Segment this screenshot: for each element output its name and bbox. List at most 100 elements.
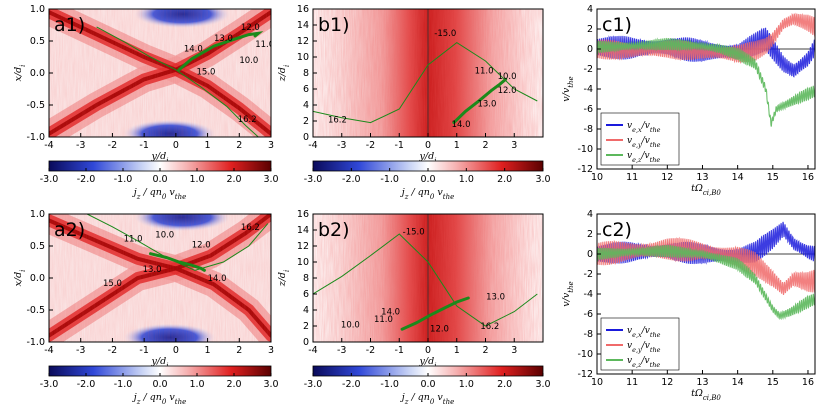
electron-trajectory (452, 77, 508, 125)
colorbar-tick-label: -1.0 (380, 379, 399, 390)
electron-trajectory (400, 296, 470, 331)
electron-trajectory (149, 252, 206, 272)
time-annotation: 13.0 (143, 265, 162, 275)
colorbar: -3.0 -2.0 -1.0 0.0 1.0 2.0 3.0 jz / qn0 vthe (40, 365, 279, 406)
x-tick-label: 12 (661, 377, 673, 388)
y-axis-label: v/vthe (561, 76, 575, 101)
time-annotation: 15.0 (197, 68, 216, 78)
colorbar-tick-label: -3.0 (40, 174, 59, 185)
colorbar-tick-label: -3.0 (304, 379, 323, 390)
panel-label: a1) (54, 14, 85, 36)
separatrix-line (96, 26, 259, 137)
time-annotation: 10.0 (239, 56, 258, 66)
y-tick-label: 1.0 (30, 209, 45, 220)
y-tick-label: 0 (303, 337, 309, 348)
colorbar-label: jz / qn0 vthe (132, 187, 186, 201)
x-tick-label: 2 (482, 140, 488, 151)
y-tick-label: 0 (303, 132, 309, 143)
separatrix-line (313, 233, 538, 327)
x-tick-label: 14 (732, 172, 744, 183)
y-tick-label: 12 (297, 241, 309, 252)
legend-label: ve,z/vthe (627, 151, 660, 164)
x-tick-label: 0 (425, 140, 431, 151)
y-tick-label: -1.0 (26, 132, 45, 143)
y-axis-label: z/di (277, 65, 291, 83)
time-annotation: 16.2 (238, 115, 257, 125)
x-tick-label: 3 (268, 140, 274, 151)
y-tick-label: -6 (584, 309, 593, 320)
x-tick-label: 11 (626, 172, 638, 183)
y-tick-label: 0.0 (30, 273, 45, 284)
colorbar-tick-label: 0.0 (420, 379, 435, 390)
colorbar-tick-label: -1.0 (114, 379, 133, 390)
colorbar-tick-label: 0.0 (152, 379, 167, 390)
y-tick-label: 14 (297, 225, 309, 236)
x-tick-label: 3 (511, 140, 517, 151)
electron-trajectory (177, 31, 264, 72)
plot-area: 10.0 11.0 12.0 13.0 14.0 15.0 16.2 (49, 214, 271, 342)
y-tick-label: 0.0 (30, 68, 45, 79)
x-tick-label: -3 (76, 140, 85, 151)
panel-label: c1) (602, 14, 632, 36)
x-tick-label: 11 (626, 377, 638, 388)
colorbar-tick-label: 0.0 (152, 174, 167, 185)
colorbar-tick-label: -2.0 (77, 379, 96, 390)
colorbar-tick-label: 3.0 (263, 174, 278, 185)
colorbar-label: jz / qn0 vthe (400, 392, 454, 406)
legend-label: ve,x/vthe (627, 121, 661, 134)
x-tick-label: 13 (696, 377, 708, 388)
colorbar: -3.0 -2.0 -1.0 0.0 1.0 2.0 3.0 jz / qn0 vthe (304, 365, 551, 406)
x-tick-label: 10 (591, 377, 603, 388)
series-line-2 (597, 236, 815, 295)
panel-label: b2) (318, 219, 350, 241)
colorbar-tick-label: 1.0 (189, 174, 204, 185)
legend-label: ve,x/vthe (627, 326, 661, 339)
y-tick-label: -4 (584, 84, 593, 95)
y-tick-label: -10 (577, 144, 593, 155)
x-tick-label: -2 (108, 140, 117, 151)
x-tick-label: 3 (511, 345, 517, 356)
colorbar-tick-label: -1.0 (380, 174, 399, 185)
y-tick-label: -8 (584, 329, 593, 340)
x-tick-label: -3 (337, 345, 346, 356)
time-annotation: -15.0 (434, 29, 456, 39)
colorbar-tick-label: 3.0 (535, 174, 550, 185)
time-annotation: 10.0 (498, 72, 517, 82)
x-tick-label: 1 (454, 345, 460, 356)
time-annotation: 11.0 (374, 315, 393, 325)
colorbar: -3.0 -2.0 -1.0 0.0 1.0 2.0 3.0 jz / qn0 vthe (40, 160, 279, 201)
x-tick-label: 13 (696, 172, 708, 183)
panel-a2: 10.0 11.0 12.0 13.0 14.0 15.0 16.2 -4 -3 -2 -1 0 1 2 3… (13, 209, 279, 406)
x-tick-label: -4 (308, 345, 317, 356)
x-tick-label: -4 (44, 345, 53, 356)
y-tick-label: 14 (297, 20, 309, 31)
y-tick-label: 10 (297, 257, 309, 268)
x-tick-label: 15 (767, 377, 779, 388)
colorbar-label: jz / qn0 vthe (400, 187, 454, 201)
colorbar-tick-label: -2.0 (342, 379, 361, 390)
y-tick-label: -8 (584, 124, 593, 135)
colorbar-tick-label: 0.0 (420, 174, 435, 185)
x-tick-label: -2 (366, 345, 375, 356)
colorbar-tick-label: 1.0 (189, 379, 204, 390)
time-annotation: 13.0 (477, 99, 496, 109)
colorbar-tick-label: -1.0 (114, 174, 133, 185)
y-tick-label: 6 (303, 289, 309, 300)
y-tick-label: -10 (577, 349, 593, 360)
x-tick-label: 0 (425, 345, 431, 356)
x-tick-label: 1 (205, 345, 211, 356)
x-tick-label: 2 (236, 345, 242, 356)
colorbar-tick-label: -3.0 (40, 379, 59, 390)
y-tick-label: 0.5 (30, 241, 45, 252)
x-tick-label: 14 (732, 377, 744, 388)
x-tick-label: 3 (268, 345, 274, 356)
panel-label: c2) (602, 219, 632, 241)
y-tick-label: -4 (584, 289, 593, 300)
x-tick-label: 0 (173, 140, 179, 151)
y-tick-label: -12 (577, 164, 593, 175)
time-annotation: 12.0 (192, 241, 211, 251)
x-tick-label: -1 (139, 140, 148, 151)
time-annotation: 12.0 (430, 324, 449, 334)
y-tick-label: -1.0 (26, 337, 45, 348)
